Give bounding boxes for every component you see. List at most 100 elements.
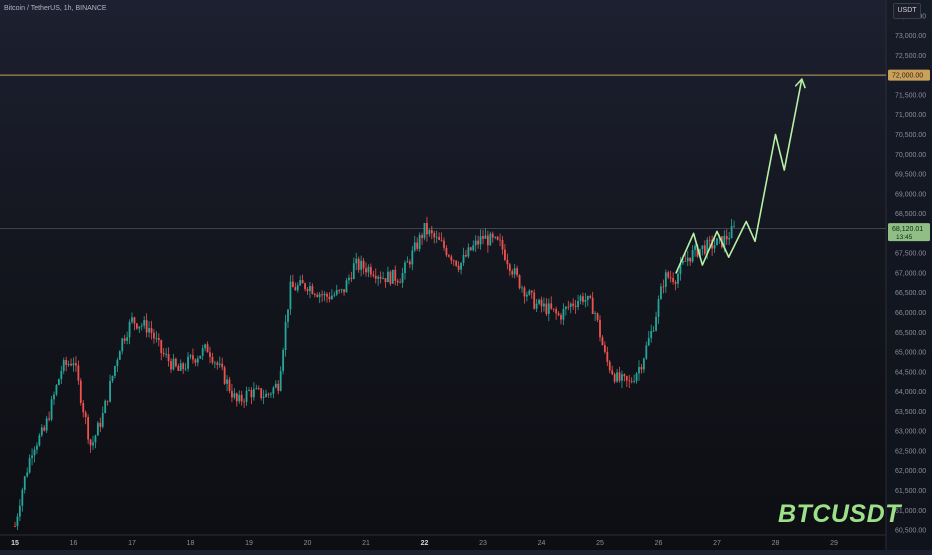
y-tick-label: 70,500.00 — [895, 132, 926, 139]
candle-body — [591, 297, 594, 314]
current-price-badge — [888, 223, 930, 242]
candle-body — [33, 449, 36, 456]
candle-body — [145, 320, 148, 333]
candle-body — [133, 317, 136, 324]
candle-body — [245, 390, 248, 402]
candle-body — [430, 230, 433, 234]
candle-body — [177, 366, 180, 371]
candle-body — [150, 328, 153, 333]
candle-body — [730, 226, 733, 239]
candle-body — [611, 370, 614, 375]
candle-body — [460, 262, 462, 270]
candle-body — [491, 233, 494, 238]
candle-body — [62, 360, 65, 371]
candle-body — [14, 526, 16, 527]
candle-body — [664, 272, 667, 287]
candle-body — [628, 380, 631, 382]
currency-selector[interactable]: USDT — [893, 3, 921, 19]
candle-body — [377, 276, 380, 279]
candle-body — [443, 240, 445, 248]
candle-body — [196, 358, 199, 363]
candle-body — [708, 239, 711, 241]
y-tick-label: 69,000.00 — [895, 191, 926, 198]
candle-body — [26, 472, 29, 477]
y-tick-label: 72,500.00 — [895, 53, 926, 60]
candle-body — [501, 240, 504, 250]
candle-body — [189, 355, 192, 357]
candle-body — [153, 332, 155, 339]
candle-body — [564, 306, 567, 310]
candle-body — [523, 287, 526, 297]
candle-body — [350, 277, 353, 279]
candle-body — [369, 266, 372, 275]
candle-body — [362, 260, 365, 269]
candle-body — [131, 317, 133, 322]
candle-body — [55, 385, 58, 395]
candle-body — [508, 264, 511, 272]
candle-body — [440, 239, 443, 241]
candle-body — [662, 286, 665, 288]
candle-body — [318, 294, 321, 297]
candle-body — [94, 435, 97, 443]
candle-body — [357, 258, 360, 270]
candle-body — [340, 289, 343, 291]
x-tick-label: 16 — [70, 540, 78, 547]
candle-body — [694, 245, 696, 250]
candle-body — [45, 418, 48, 431]
candle-body — [535, 303, 538, 309]
candle-body — [365, 268, 367, 273]
candle-body — [672, 277, 675, 283]
candle-body — [681, 260, 684, 264]
y-tick-label: 62,500.00 — [895, 448, 926, 455]
candle-body — [496, 236, 499, 240]
candle-body — [447, 255, 450, 257]
candle-body — [174, 358, 177, 367]
candle-body — [569, 303, 572, 307]
candle-body — [231, 390, 233, 398]
candle-body — [469, 247, 472, 251]
candle-body — [252, 389, 255, 398]
candle-body — [235, 393, 238, 402]
candle-body — [333, 294, 336, 296]
candle-body — [733, 226, 735, 227]
candle-body — [204, 344, 207, 349]
candle-body — [630, 381, 633, 382]
candle-body — [360, 260, 363, 270]
candle-body — [199, 355, 202, 359]
candle-body — [635, 373, 638, 382]
candle-body — [423, 223, 426, 238]
candle-body — [255, 388, 258, 390]
candle-body — [257, 388, 260, 389]
candle-body — [691, 249, 694, 262]
x-tick-label: 21 — [362, 540, 370, 547]
candle-body — [482, 236, 484, 239]
candle-body — [679, 263, 682, 274]
candle-body — [282, 349, 285, 371]
candle-body — [50, 399, 53, 420]
candle-body — [406, 261, 409, 263]
candle-body — [399, 282, 402, 284]
candle-body — [372, 274, 375, 276]
candle-body — [621, 374, 623, 381]
candle-body — [355, 258, 358, 264]
candle-body — [16, 516, 19, 527]
x-tick-label: 24 — [538, 540, 546, 547]
candle-body — [121, 338, 124, 352]
candle-body — [274, 383, 277, 388]
candle-body — [474, 240, 477, 246]
candle-body — [511, 271, 514, 275]
candle-body — [657, 299, 660, 317]
candle-body — [323, 293, 326, 296]
candle-body — [572, 303, 575, 306]
x-tick-label: 25 — [596, 540, 604, 547]
candle-body — [650, 330, 653, 339]
candle-body — [455, 260, 458, 266]
candle-body — [345, 280, 348, 293]
candle-body — [384, 278, 387, 283]
candle-body — [140, 325, 143, 327]
candle-body — [606, 351, 609, 362]
candle-body — [645, 345, 648, 359]
candle-body — [713, 245, 716, 249]
